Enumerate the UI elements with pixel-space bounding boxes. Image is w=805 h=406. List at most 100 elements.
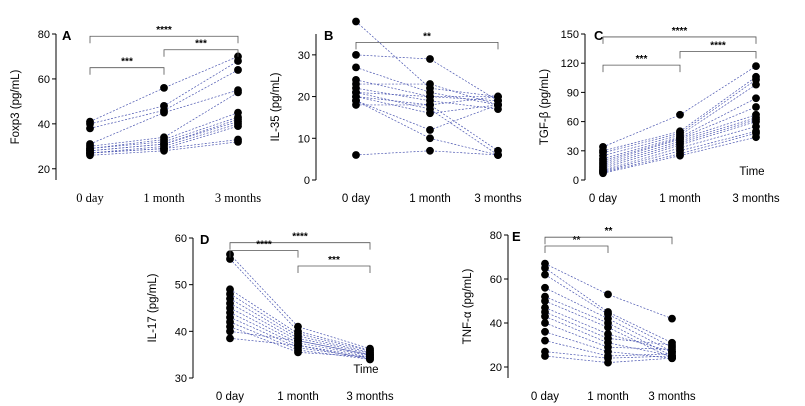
x-category-label: 0 day (531, 391, 559, 403)
x-category-label: 3 months (346, 391, 394, 403)
significance-bracket (679, 51, 757, 59)
subject-line (229, 254, 371, 349)
data-point (541, 352, 549, 360)
significance-label: ** (605, 226, 613, 237)
data-point (426, 101, 434, 109)
data-point (668, 314, 676, 323)
time-label: Time (353, 364, 378, 376)
significance-label: *** (328, 255, 340, 266)
data-point (494, 92, 502, 101)
data-point (352, 63, 360, 72)
data-point (234, 122, 242, 130)
y-tick-label: 40 (175, 326, 187, 338)
data-point (426, 92, 434, 101)
subject-line (229, 312, 371, 358)
data-point (541, 270, 549, 279)
panel-c: 0 30 60 90 120 150 TGF-β (pg/mL) C 0 day 1 month 3… (539, 26, 780, 205)
data-point (668, 354, 676, 363)
subject-line (89, 56, 239, 122)
panel-e: 20 40 60 80 TNF-α (pg/mL) E 0 day 1 month 3 mont… (462, 226, 696, 403)
y-tick-label: 30 (567, 146, 579, 158)
x-category-label: 0 day (76, 191, 104, 205)
subject-line (89, 119, 239, 152)
y-tick-label: 90 (567, 87, 579, 99)
significance-label: **** (710, 41, 726, 52)
data-point (426, 80, 434, 88)
significance-bracket (602, 36, 757, 44)
data-point (86, 124, 94, 133)
x-category-label: 1 month (409, 193, 451, 205)
time-label: Time (739, 166, 764, 178)
significance-bracket (297, 265, 371, 273)
data-point (426, 126, 434, 134)
subject-line (229, 258, 371, 351)
subject-line (89, 69, 239, 129)
panel-letter: B (324, 28, 333, 43)
x-category-label: 0 day (216, 391, 244, 403)
data-point (426, 55, 434, 63)
data-point (226, 334, 234, 343)
subject-line (355, 150, 499, 156)
y-tick-label: 40 (38, 119, 50, 131)
y-axis-title: TNF-α (pg/mL) (462, 269, 474, 345)
y-tick-label: 80 (490, 230, 502, 242)
subject-line (355, 54, 499, 102)
subject-line (355, 87, 499, 110)
data-point (426, 134, 434, 143)
subject-line (229, 298, 371, 354)
significance-label: ** (423, 31, 431, 42)
y-tick-label: 20 (298, 92, 310, 104)
y-tick-label: 20 (38, 164, 50, 176)
data-point (676, 110, 684, 119)
subject-line (544, 307, 673, 352)
subject-line (355, 67, 499, 106)
data-point (752, 103, 760, 111)
data-point (294, 348, 302, 357)
data-point (234, 137, 242, 146)
data-point (676, 151, 684, 160)
data-point (426, 109, 434, 118)
y-axis-title: IL-35 (pg/mL) (270, 72, 282, 141)
panel-letter: D (200, 232, 209, 247)
panel-d: 30 40 50 60 IL-17 (pg/mL) D 0 day 1 month 3 mont… (147, 232, 394, 403)
panel-letter: E (512, 229, 521, 244)
data-point (541, 327, 549, 336)
data-point (234, 66, 242, 74)
significance-bracket (229, 242, 371, 250)
y-tick-label: 50 (175, 280, 187, 292)
data-point (86, 151, 94, 160)
y-tick-label: 60 (175, 233, 187, 245)
subject-line (355, 96, 499, 106)
data-point (160, 108, 168, 117)
data-point (752, 62, 760, 71)
data-point (426, 146, 434, 155)
x-category-label: 0 day (589, 193, 617, 205)
data-point (604, 358, 612, 367)
y-tick-label: 10 (298, 133, 310, 145)
data-point (352, 151, 360, 159)
panel-letter: C (594, 28, 604, 43)
data-point (352, 50, 360, 59)
panel-a: 20 40 60 80 Foxp3 (pg/mL) A 0 day 1 month 3 mont… (10, 25, 261, 205)
subject-line (544, 311, 673, 346)
x-category-label: 1 month (143, 191, 185, 205)
significance-label: **** (256, 240, 272, 251)
data-point (226, 255, 234, 263)
significance-bracket (355, 41, 499, 50)
data-point (604, 290, 612, 299)
panel-letter: A (62, 28, 72, 43)
x-category-label: 1 month (277, 391, 319, 403)
subject-line (89, 139, 239, 154)
x-category-label: 3 months (474, 193, 522, 205)
subject-line (89, 141, 239, 156)
y-tick-label: 40 (490, 318, 502, 330)
subject-line (544, 296, 673, 357)
subject-line (544, 300, 673, 359)
data-point (352, 17, 360, 26)
subject-line (544, 351, 673, 359)
subject-line (229, 337, 371, 360)
significance-bracket (602, 64, 681, 73)
data-point (752, 133, 760, 142)
data-point (160, 146, 168, 155)
significance-bracket (544, 236, 673, 245)
